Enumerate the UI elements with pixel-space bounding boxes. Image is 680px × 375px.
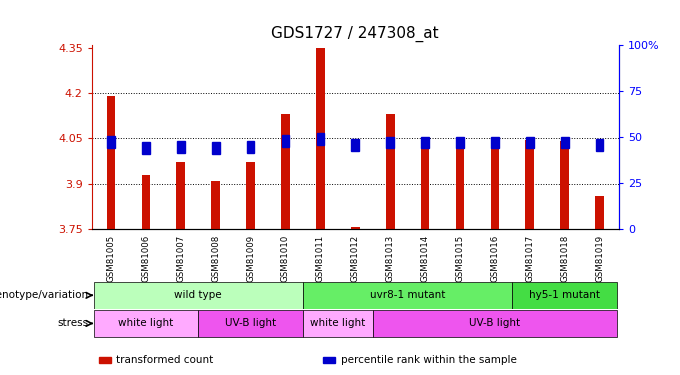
Text: transformed count: transformed count	[116, 355, 214, 365]
Bar	[561, 137, 568, 148]
Bar	[386, 137, 394, 148]
Text: GSM81018: GSM81018	[560, 235, 569, 282]
Bar	[199, 310, 303, 337]
Bar	[141, 174, 150, 229]
Text: UV-B light: UV-B light	[225, 318, 276, 328]
Bar	[526, 137, 534, 148]
Bar	[94, 282, 303, 309]
Text: GSM81016: GSM81016	[490, 235, 499, 282]
Title: GDS1727 / 247308_at: GDS1727 / 247308_at	[271, 26, 439, 42]
Bar	[142, 142, 150, 154]
Bar	[421, 138, 430, 229]
Bar	[351, 226, 360, 229]
Bar	[596, 139, 603, 151]
Text: percentile rank within the sample: percentile rank within the sample	[341, 355, 517, 365]
Bar	[317, 133, 324, 145]
Bar	[212, 142, 220, 154]
Bar	[246, 162, 255, 229]
Bar	[352, 139, 359, 151]
Bar	[560, 141, 569, 229]
Text: GSM81006: GSM81006	[141, 235, 150, 282]
Bar	[107, 136, 115, 148]
Text: GSM81008: GSM81008	[211, 235, 220, 282]
Bar	[456, 140, 464, 229]
Bar	[211, 180, 220, 229]
Bar	[303, 310, 373, 337]
Bar	[316, 48, 325, 229]
Bar	[281, 114, 290, 229]
Text: UV-B light: UV-B light	[469, 318, 520, 328]
Text: wild type: wild type	[175, 290, 222, 300]
Bar	[107, 96, 116, 229]
Bar	[282, 135, 289, 147]
Bar	[526, 140, 534, 229]
Text: GSM81015: GSM81015	[456, 235, 464, 282]
Text: stress: stress	[57, 318, 88, 328]
Bar	[456, 137, 464, 148]
Text: GSM81010: GSM81010	[281, 235, 290, 282]
Text: GSM81019: GSM81019	[595, 235, 604, 282]
Bar	[373, 310, 617, 337]
Bar	[595, 196, 604, 229]
Text: GSM81009: GSM81009	[246, 235, 255, 282]
Text: GSM81012: GSM81012	[351, 235, 360, 282]
Text: GSM81005: GSM81005	[107, 235, 116, 282]
Bar	[177, 141, 185, 153]
Text: white light: white light	[118, 318, 173, 328]
Text: GSM81013: GSM81013	[386, 235, 394, 282]
Bar	[303, 282, 512, 309]
Text: white light: white light	[310, 318, 365, 328]
Text: uvr8-1 mutant: uvr8-1 mutant	[370, 290, 445, 300]
Bar	[386, 114, 394, 229]
Bar	[490, 140, 499, 229]
Text: GSM81017: GSM81017	[526, 235, 534, 282]
Bar	[491, 137, 498, 148]
Text: hy5-1 mutant: hy5-1 mutant	[529, 290, 600, 300]
Text: GSM81011: GSM81011	[316, 235, 325, 282]
Text: GSM81007: GSM81007	[176, 235, 185, 282]
Bar	[247, 141, 254, 153]
Bar	[512, 282, 617, 309]
Bar	[176, 162, 185, 229]
Bar	[94, 310, 199, 337]
Text: GSM81014: GSM81014	[421, 235, 430, 282]
Bar	[422, 137, 429, 148]
Text: genotype/variation: genotype/variation	[0, 290, 88, 300]
